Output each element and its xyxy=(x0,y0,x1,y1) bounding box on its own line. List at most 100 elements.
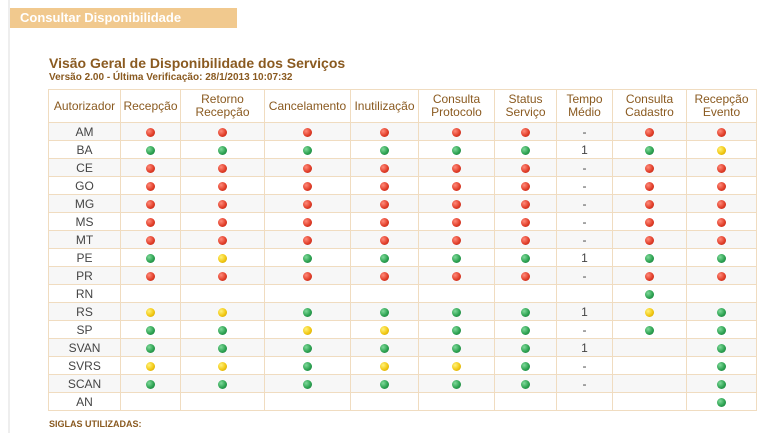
status-cell xyxy=(612,302,687,321)
autorizador-cell: RN xyxy=(48,284,121,303)
status-green-icon xyxy=(717,253,726,263)
status-cell xyxy=(686,266,757,285)
status-cell xyxy=(494,266,557,285)
autorizador-cell: SP xyxy=(48,320,121,339)
status-cell xyxy=(120,338,181,357)
table-row: RN xyxy=(48,284,757,303)
status-green-icon xyxy=(645,253,654,263)
tempo-medio-cell: 1 xyxy=(556,140,613,159)
status-green-icon xyxy=(380,253,389,263)
status-cell xyxy=(612,176,687,195)
table-row: RS 1 xyxy=(48,302,757,321)
table-row: PE 1 xyxy=(48,248,757,267)
status-cell xyxy=(418,302,495,321)
col-header-recepcao-evento: Recepção Evento xyxy=(686,89,757,123)
status-red-icon xyxy=(645,127,654,137)
status-cell xyxy=(418,248,495,267)
status-red-icon xyxy=(452,127,461,137)
status-cell xyxy=(350,392,419,411)
tempo-medio-cell: - xyxy=(556,266,613,285)
status-red-icon xyxy=(303,235,312,245)
status-red-icon xyxy=(521,181,530,191)
status-green-icon xyxy=(521,253,530,263)
status-cell xyxy=(686,230,757,249)
status-green-icon xyxy=(146,325,155,335)
status-cell xyxy=(180,248,265,267)
status-red-icon xyxy=(303,271,312,281)
status-cell xyxy=(350,230,419,249)
status-green-icon xyxy=(380,145,389,155)
status-red-icon xyxy=(717,127,726,137)
overview-title: Visão Geral de Disponibilidade dos Servi… xyxy=(49,55,346,71)
tempo-medio-cell: 1 xyxy=(556,302,613,321)
status-red-icon xyxy=(146,235,155,245)
tempo-medio-cell: - xyxy=(556,194,613,213)
status-cell xyxy=(180,266,265,285)
status-cell xyxy=(494,338,557,357)
status-cell xyxy=(350,158,419,177)
status-red-icon xyxy=(380,217,389,227)
autorizador-cell: RS xyxy=(48,302,121,321)
status-red-icon xyxy=(452,217,461,227)
status-cell xyxy=(350,320,419,339)
col-header-recepcao: Recepção xyxy=(120,89,181,123)
status-yellow-icon xyxy=(146,361,155,371)
autorizador-cell: PE xyxy=(48,248,121,267)
status-cell xyxy=(180,194,265,213)
autorizador-cell: GO xyxy=(48,176,121,195)
status-cell xyxy=(120,158,181,177)
status-green-icon xyxy=(717,379,726,389)
col-header-autorizador: Autorizador xyxy=(48,89,121,123)
table-row: SVAN 1 xyxy=(48,338,757,357)
status-cell xyxy=(418,284,495,303)
status-red-icon xyxy=(452,163,461,173)
status-cell xyxy=(120,320,181,339)
status-cell xyxy=(612,266,687,285)
status-yellow-icon xyxy=(380,361,389,371)
status-red-icon xyxy=(645,217,654,227)
status-cell xyxy=(612,212,687,231)
status-cell xyxy=(494,230,557,249)
status-cell xyxy=(686,284,757,303)
status-green-icon xyxy=(146,343,155,353)
status-cell xyxy=(264,248,351,267)
status-cell xyxy=(494,302,557,321)
tempo-medio-cell: - xyxy=(556,374,613,393)
status-yellow-icon xyxy=(452,361,461,371)
status-cell xyxy=(350,176,419,195)
status-cell xyxy=(418,266,495,285)
status-cell xyxy=(494,176,557,195)
status-red-icon xyxy=(521,199,530,209)
status-green-icon xyxy=(452,145,461,155)
status-cell xyxy=(180,320,265,339)
status-green-icon xyxy=(521,343,530,353)
status-cell xyxy=(612,248,687,267)
status-red-icon xyxy=(218,127,227,137)
status-red-icon xyxy=(717,181,726,191)
tempo-medio-cell: 1 xyxy=(556,338,613,357)
status-red-icon xyxy=(146,199,155,209)
status-green-icon xyxy=(303,253,312,263)
status-red-icon xyxy=(521,163,530,173)
status-cell xyxy=(612,158,687,177)
status-cell xyxy=(180,212,265,231)
status-cell xyxy=(494,122,557,141)
status-red-icon xyxy=(521,235,530,245)
status-red-icon xyxy=(645,199,654,209)
status-red-icon xyxy=(380,271,389,281)
status-cell xyxy=(180,122,265,141)
status-green-icon xyxy=(452,307,461,317)
status-yellow-icon xyxy=(645,307,654,317)
status-cell xyxy=(418,338,495,357)
status-cell xyxy=(612,374,687,393)
col-header-tempo-medio: Tempo Médio xyxy=(556,89,613,123)
status-cell xyxy=(264,356,351,375)
status-cell xyxy=(120,194,181,213)
status-cell xyxy=(350,338,419,357)
status-green-icon xyxy=(645,289,654,299)
status-red-icon xyxy=(717,217,726,227)
status-red-icon xyxy=(452,199,461,209)
status-cell xyxy=(686,158,757,177)
status-red-icon xyxy=(380,199,389,209)
status-cell xyxy=(120,374,181,393)
